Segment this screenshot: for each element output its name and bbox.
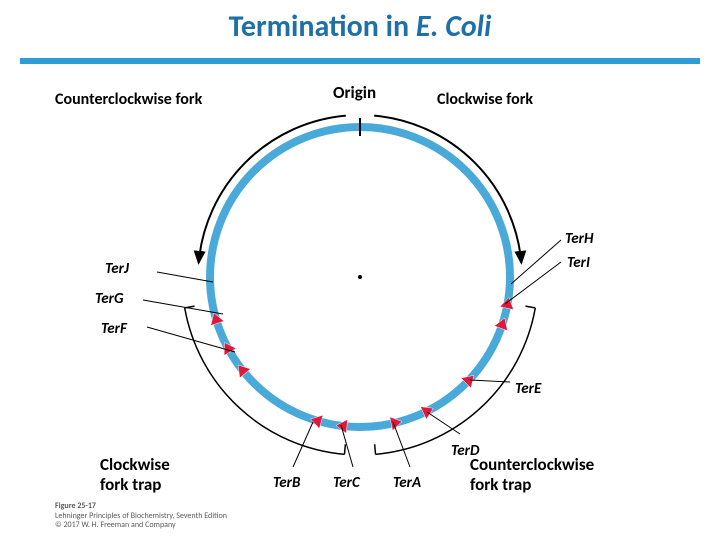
- ter-label-C: TerC: [333, 474, 360, 492]
- label-cw-trap-2: fork trap: [100, 474, 161, 495]
- ter-label-E: TerE: [515, 380, 541, 398]
- label-ccw-fork: Counterclockwise fork: [55, 90, 202, 109]
- ccw-trap-bracket: [376, 308, 536, 454]
- cw-fork-arrow: [374, 116, 521, 263]
- title-text-plain: Termination in: [229, 8, 416, 45]
- ter-label-F: TerF: [101, 320, 127, 338]
- label-cw-fork: Clockwise fork: [437, 90, 533, 109]
- figure-caption-block: Figure 25-17 Lehninger Principles of Bio…: [55, 502, 227, 531]
- ter-label-J: TerJ: [105, 260, 129, 278]
- slide-title: Termination in E. Coli: [0, 8, 720, 45]
- ccw-fork-arrow: [199, 116, 346, 263]
- cw-trap-bracket: [185, 308, 345, 454]
- ter-label-H: TerH: [565, 230, 593, 248]
- termination-diagram: Origin Counterclockwise fork Clockwise f…: [55, 82, 665, 502]
- label-origin: Origin: [333, 82, 376, 103]
- slide: { "title": { "plain": "Termination in ",…: [0, 0, 720, 540]
- tick-TerJ: [157, 272, 213, 282]
- ter-label-G: TerG: [95, 290, 124, 308]
- diagram-svg: [55, 82, 665, 502]
- tick-TerA: [393, 422, 410, 467]
- ter-label-A: TerA: [393, 474, 421, 492]
- tick-TerD: [427, 412, 460, 434]
- caption-line-3: © 2017 W. H. Freeman and Company: [55, 521, 227, 531]
- tick-TerC: [341, 425, 353, 467]
- ter-label-D: TerD: [451, 442, 479, 460]
- label-ccw-trap-2: fork trap: [470, 474, 531, 495]
- label-cw-trap-1: Clockwise: [100, 454, 170, 475]
- ter-label-I: TerI: [567, 254, 590, 272]
- ter-label-B: TerB: [273, 474, 300, 492]
- label-ccw-trap-1: Counterclockwise: [470, 454, 594, 475]
- title-text-italic: E. Coli: [416, 8, 492, 45]
- tick-TerB: [293, 422, 313, 467]
- center-dot: [358, 275, 362, 279]
- title-underline: [20, 58, 700, 64]
